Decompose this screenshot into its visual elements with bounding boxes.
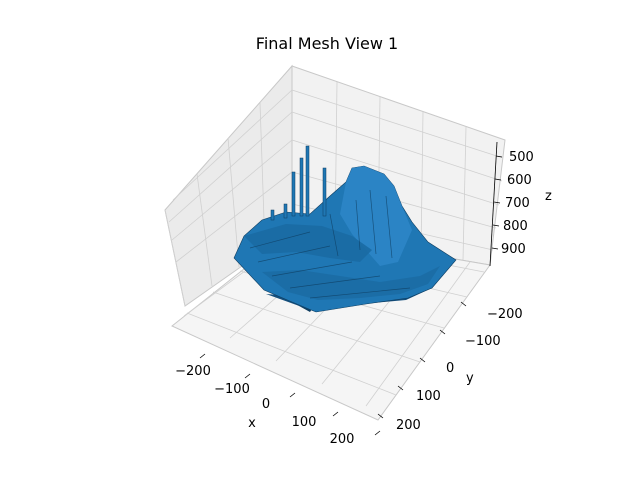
z-tick-label: 700 [505, 196, 530, 211]
z-tick-label: 600 [507, 173, 532, 188]
surface-band-2 [262, 266, 440, 300]
mesh-streaks [249, 189, 411, 299]
mesh-spikes [270, 145, 327, 221]
z-axis: 500 600 700 800 900 z [489, 141, 552, 267]
x-tick-label: 0 [262, 397, 270, 412]
y-tick-label: −100 [465, 334, 501, 349]
x-tick-label: 200 [330, 432, 355, 447]
y-tick-label: 200 [396, 418, 421, 433]
x-tick-label: −100 [214, 382, 250, 397]
y-axis: −200 −100 0 100 200 y [377, 301, 523, 433]
grid-lines [164, 81, 504, 407]
z-tick-label: 800 [503, 219, 528, 234]
x-tick-label: −200 [175, 364, 211, 379]
z-axis-label: z [545, 189, 552, 204]
z-tick-label: 900 [501, 242, 526, 257]
x-axis: −200 −100 0 100 200 x [175, 353, 381, 447]
surface-band-1 [244, 224, 372, 262]
y-tick-label: 100 [416, 389, 441, 404]
y-tick-label: 0 [446, 361, 454, 376]
y-axis-label: y [466, 371, 474, 386]
z-tick-label: 500 [509, 150, 534, 165]
x-axis-label: x [248, 416, 256, 431]
z-axis-line [489, 141, 498, 267]
y-tick-label: −200 [487, 307, 523, 322]
mesh-surface [233, 145, 457, 313]
chart-title: Final Mesh View 1 [256, 34, 398, 53]
surface-ridge [340, 166, 412, 266]
x-tick-label: 100 [292, 415, 317, 430]
